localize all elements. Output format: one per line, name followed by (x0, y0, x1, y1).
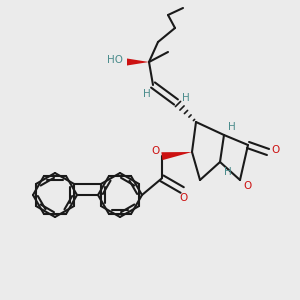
Text: O: O (179, 193, 187, 203)
Text: O: O (244, 181, 252, 191)
Polygon shape (161, 152, 192, 160)
Text: O: O (272, 145, 280, 155)
Text: HO: HO (107, 55, 123, 65)
Text: H: H (228, 122, 236, 132)
Text: H: H (143, 89, 151, 99)
Text: O: O (152, 146, 160, 156)
Text: H: H (224, 167, 232, 177)
Polygon shape (127, 58, 149, 65)
Text: H: H (182, 93, 190, 103)
